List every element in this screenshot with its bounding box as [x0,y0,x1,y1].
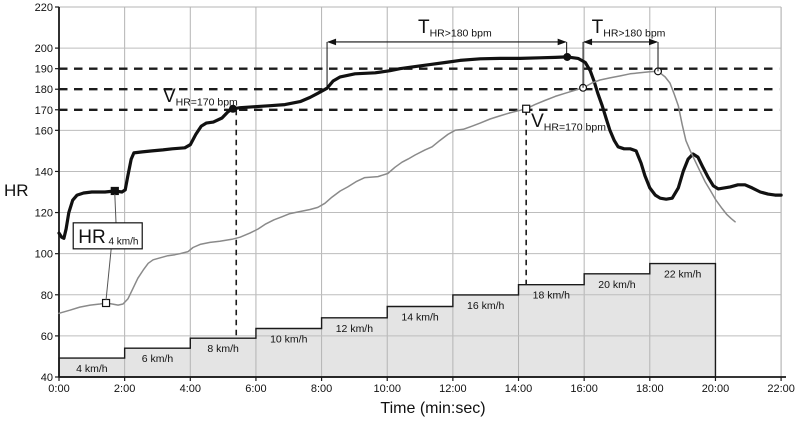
callout-connector-to-bold-curve [114,193,117,223]
curve-hr_gray [58,70,736,315]
marker-circle-filled-5 [563,52,572,61]
y-tick-label-40: 40 [41,372,53,384]
y-tick-label-60: 60 [41,331,53,343]
step-label-16kmh: 16 km/h [467,300,505,312]
event-markers-layer [101,52,663,308]
callout-label: HR 4 km/h [78,227,138,248]
y-tick-label-160: 160 [35,125,53,137]
y-tick-label-100: 100 [35,249,53,261]
speed-at-170-label-2: VHR=170 bpm [531,111,606,133]
x-tick-label-16:00: 16:00 [570,383,598,395]
speed-steps-outline-layer [58,262,717,378]
dashed-drop-lines-layer [235,109,527,339]
x-tick-label-12:00: 12:00 [439,383,467,395]
x-tick-label-20:00: 20:00 [702,383,730,395]
arrowhead-right [557,38,567,46]
speed-at-170-label-1: VHR=170 bpm [163,86,238,109]
step-label-6kmh: 6 km/h [142,353,174,365]
x-tick-label-6:00: 6:00 [245,383,266,395]
marker-square-open-4 [522,104,531,113]
step-label-20kmh: 20 km/h [598,279,636,291]
callout-connector-to-gray-curve [105,248,112,301]
x-tick-label-8:00: 8:00 [311,383,332,395]
hr-curves-layer [57,55,783,315]
y-tick-label-180: 180 [35,84,53,96]
x-tick-label-4:00: 4:00 [180,383,201,395]
y-tick-label-80: 80 [41,290,53,302]
duration-arrow-label: THR>180 bpm [418,17,492,40]
marker-square-open-2 [101,298,111,308]
x-tick-label-18:00: 18:00 [636,383,664,395]
step-label-18kmh: 18 km/h [533,290,571,302]
y-tick-label-190: 190 [35,64,53,76]
tick-labels-layer: 0:00 2:00 4:00 6:00 8:00 10:00 12:00 14:00 16:00… [35,2,795,395]
duration-arrow-1: THR>180 bpm [326,17,568,88]
speed-steps-outline [58,262,717,378]
marker-square-filled-1 [110,186,119,196]
y-tick-label-120: 120 [35,208,53,220]
arrowhead-left [583,38,593,46]
duration-arrow-2: THR>180 bpm [582,17,666,88]
step-label-10kmh: 10 km/h [270,333,308,345]
arrowhead-left [327,38,337,46]
curve-hr_bold [57,55,783,240]
y-tick-label-170: 170 [35,105,53,117]
hr-at-4kmh-callout: HR 4 km/h [72,193,143,301]
y-tick-label-220: 220 [35,2,53,14]
speed-step-labels-layer: 4 km/h 6 km/h 8 km/h 10 km/h 12 km/h 14 km/h 1… [76,269,701,376]
step-label-8kmh: 8 km/h [207,343,239,355]
y-tick-label-200: 200 [35,43,53,55]
x-tick-label-2:00: 2:00 [114,383,135,395]
step-label-14kmh: 14 km/h [401,311,439,323]
y-axis-title: HR [4,181,29,200]
marker-circle-filled-3 [228,104,237,113]
x-axis-title: Time (min:sec) [380,400,485,417]
x-tick-label-14:00: 14:00 [505,383,533,395]
y-tick-label-140: 140 [35,166,53,178]
x-tick-label-22:00: 22:00 [767,383,795,395]
arrowhead-right [649,38,659,46]
step-label-22kmh: 22 km/h [664,269,702,281]
annotations-layer: THR>180 bpm THR>180 bpm VHR=170 bpm VHR=170… [72,17,666,301]
x-tick-label-0:00: 0:00 [48,383,69,395]
x-tick-label-10:00: 10:00 [373,383,401,395]
step-label-12kmh: 12 km/h [336,323,374,335]
callout-box [72,222,143,250]
duration-arrow-label: THR>180 bpm [592,17,666,40]
step-label-4kmh: 4 km/h [76,363,108,375]
